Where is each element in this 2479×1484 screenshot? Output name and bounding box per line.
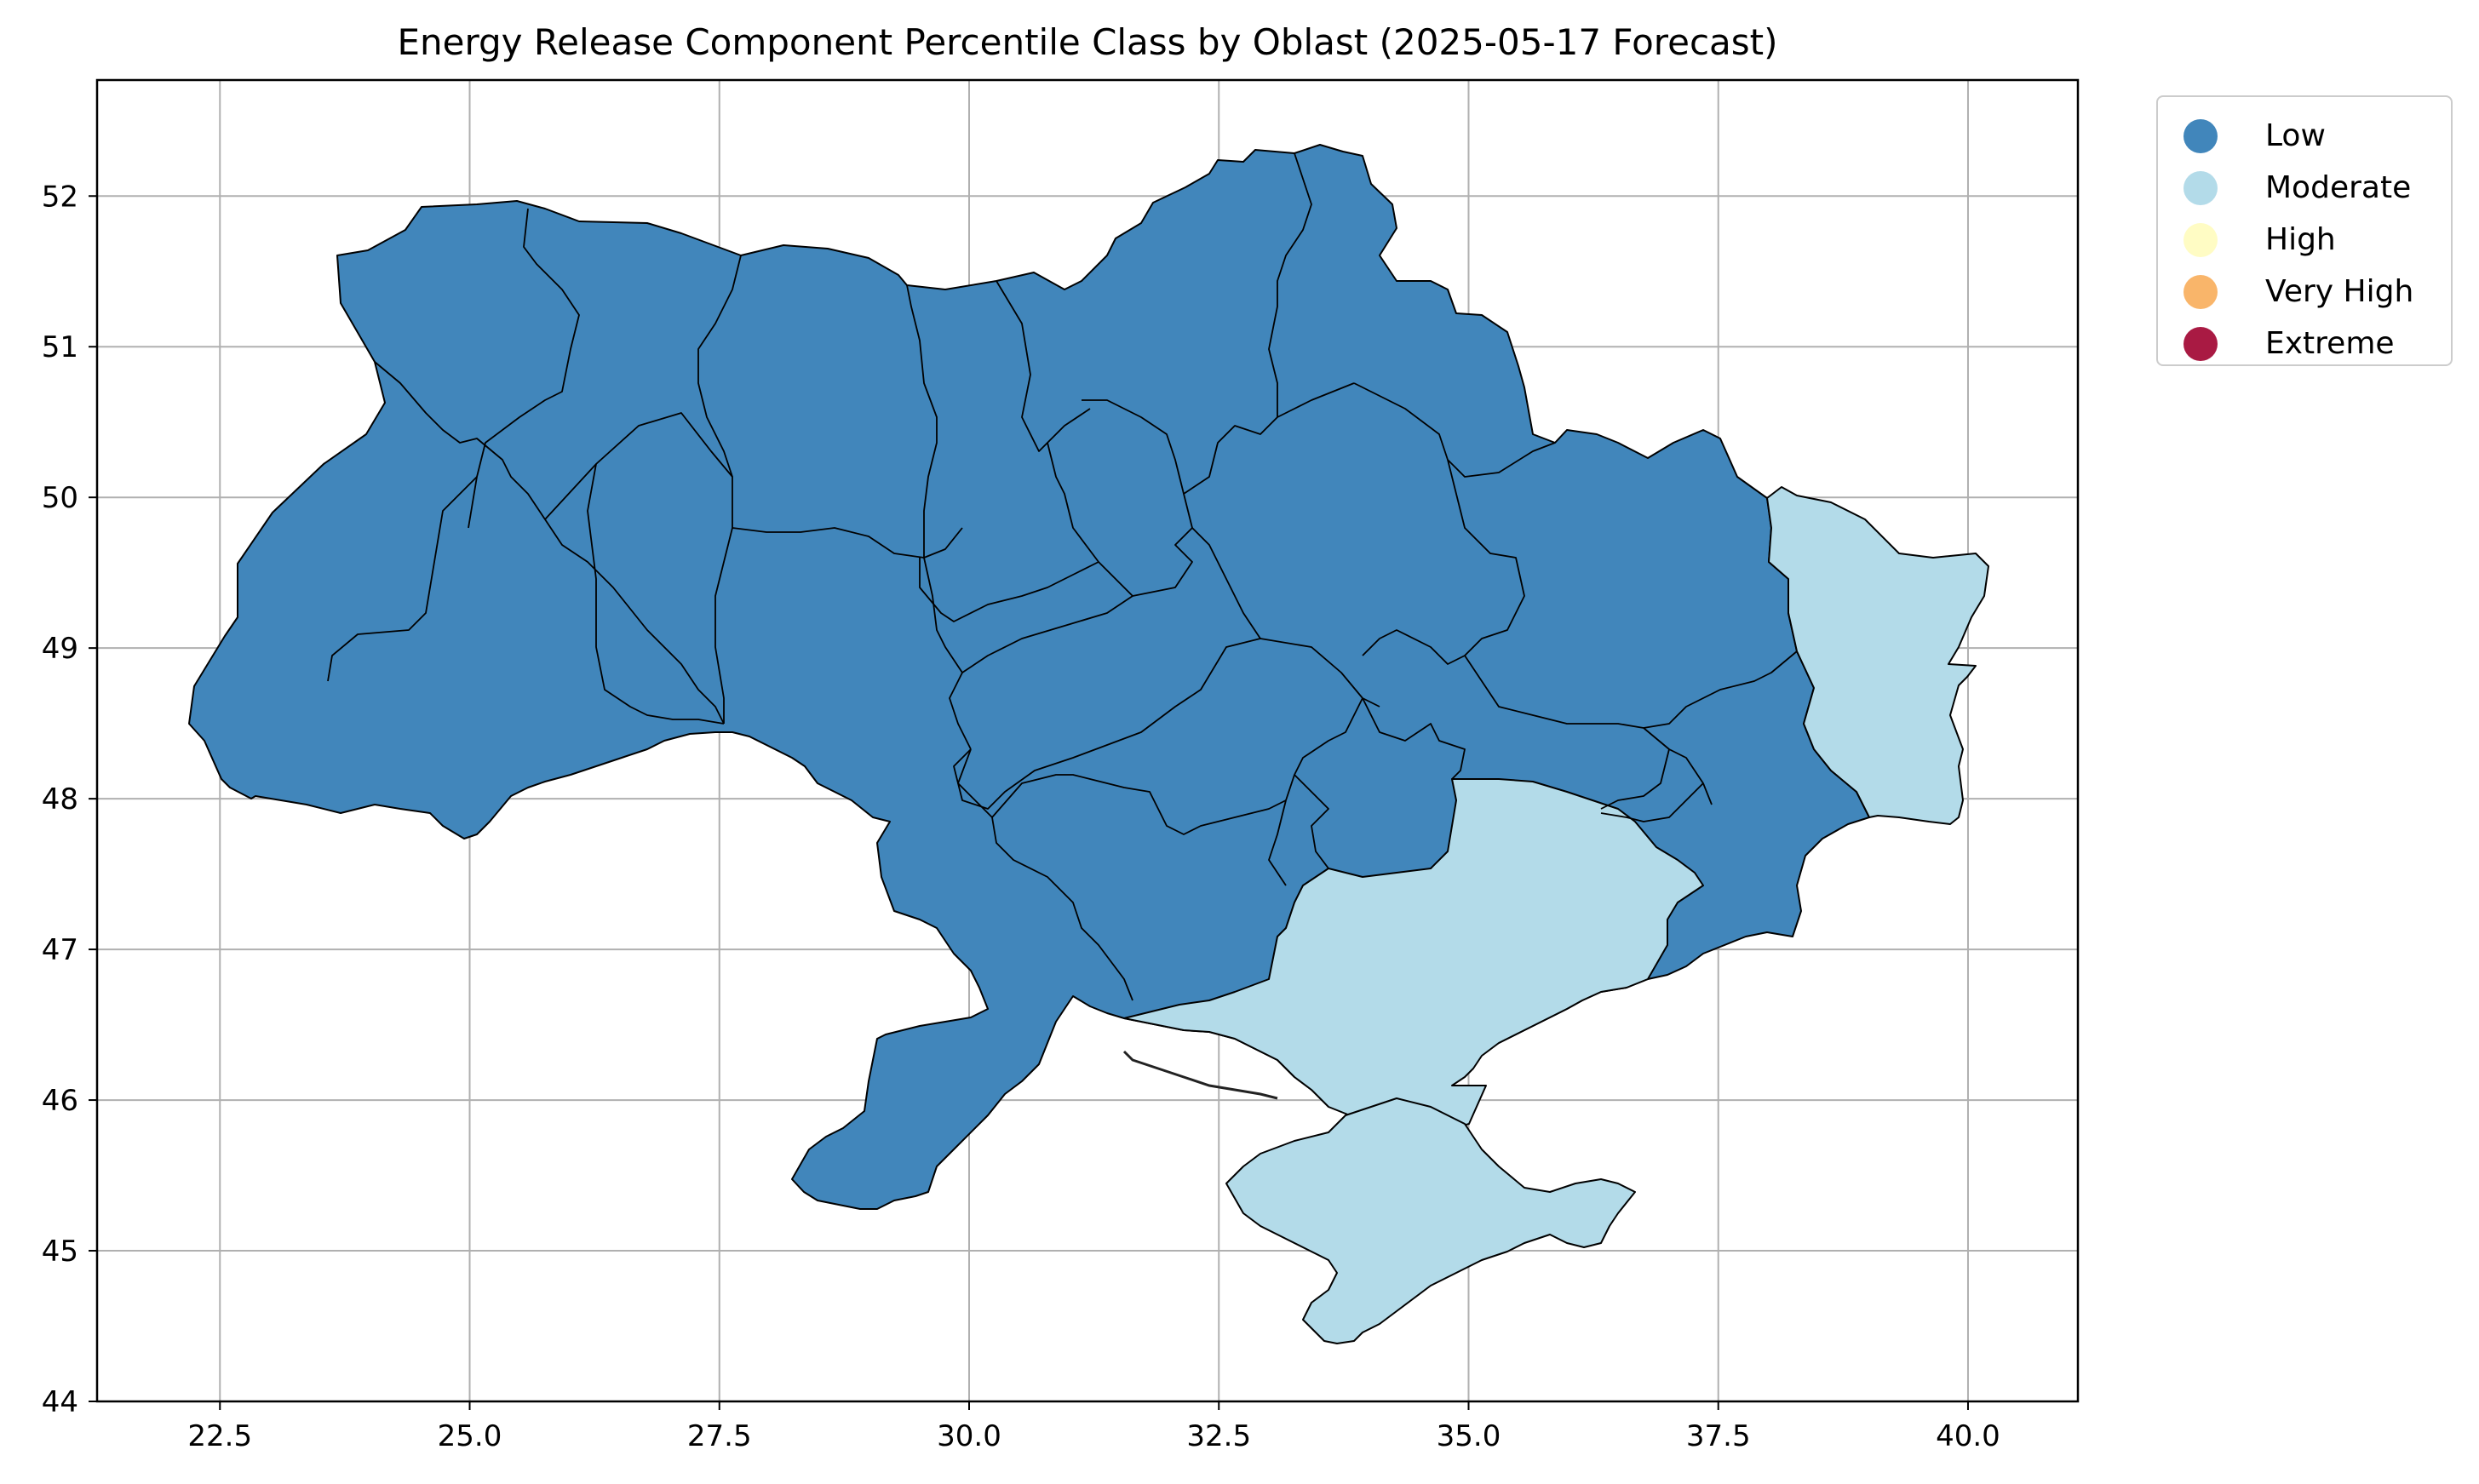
x-tick-label: 25.0 — [438, 1419, 502, 1453]
x-tick-label: 40.0 — [1936, 1419, 2000, 1453]
legend-marker-extreme — [2183, 327, 2218, 361]
axis-ticks: 22.5 25.0 27.5 30.0 32.5 35.0 37.5 40.0 44 45 46 47… — [42, 180, 2000, 1453]
y-tick-label: 47 — [42, 933, 78, 967]
legend-label-extreme: Extreme — [2265, 326, 2395, 361]
legend-marker-moderate — [2183, 171, 2218, 205]
legend-item-extreme: Extreme — [2183, 319, 2395, 369]
y-tick-label: 48 — [42, 782, 78, 816]
legend-box: Low Moderate High Very High Extreme — [2156, 95, 2453, 366]
legend-marker-very-high — [2183, 275, 2218, 309]
x-tick-label: 35.0 — [1437, 1419, 1501, 1453]
x-tick-label: 27.5 — [687, 1419, 752, 1453]
y-tick-label: 50 — [42, 481, 78, 515]
crimea-moderate — [1225, 1097, 1636, 1344]
oblast-borders — [327, 152, 1798, 1001]
legend-label-high: High — [2265, 222, 2336, 257]
legend-marker-low — [2183, 119, 2218, 153]
y-tick-label: 46 — [42, 1084, 78, 1118]
map-title: Energy Release Component Percentile Clas… — [397, 21, 1778, 63]
legend-label-very-high: Very High — [2265, 274, 2414, 309]
luhansk-moderate — [1766, 486, 1989, 825]
legend-label-low: Low — [2265, 118, 2326, 153]
legend-item-very-high: Very High — [2183, 267, 2413, 317]
y-tick-label: 44 — [42, 1385, 78, 1419]
y-tick-label: 52 — [42, 180, 78, 214]
y-tick-label: 51 — [42, 330, 78, 364]
legend-item-low: Low — [2183, 112, 2326, 161]
x-tick-label: 37.5 — [1686, 1419, 1751, 1453]
y-tick-label: 49 — [42, 632, 78, 666]
x-tick-label: 22.5 — [187, 1419, 252, 1453]
legend-item-moderate: Moderate — [2183, 163, 2411, 213]
legend-item-high: High — [2183, 215, 2336, 265]
legend-label-moderate: Moderate — [2265, 170, 2412, 205]
plot-frame — [95, 78, 2080, 1403]
arabat-spit — [1122, 1050, 1278, 1100]
x-tick-label: 32.5 — [1186, 1419, 1251, 1453]
y-tick-label: 45 — [42, 1235, 78, 1269]
x-tick-label: 30.0 — [937, 1419, 1001, 1453]
legend-marker-high — [2183, 223, 2218, 257]
